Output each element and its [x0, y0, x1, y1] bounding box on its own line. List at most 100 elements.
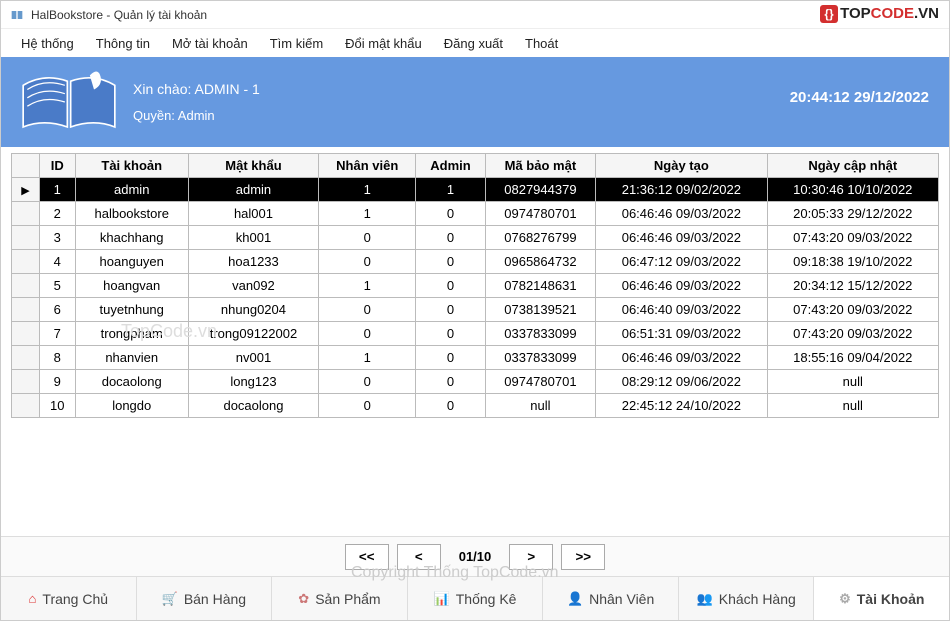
cell[interactable]: 0974780701 — [485, 202, 596, 226]
cell[interactable]: 7 — [40, 322, 76, 346]
menu-item-6[interactable]: Thoát — [515, 32, 568, 55]
menu-item-1[interactable]: Thông tin — [86, 32, 160, 55]
cell[interactable]: 1 — [416, 178, 485, 202]
cell[interactable]: nhanvien — [75, 346, 188, 370]
cell[interactable]: 07:43:20 09/03/2022 — [767, 226, 938, 250]
table-row[interactable]: 8nhanviennv00110033783309906:46:46 09/03… — [12, 346, 939, 370]
cell[interactable]: 0 — [416, 202, 485, 226]
cell[interactable]: 06:46:46 09/03/2022 — [596, 274, 767, 298]
cell[interactable]: 20:05:33 29/12/2022 — [767, 202, 938, 226]
cell[interactable]: 20:34:12 15/12/2022 — [767, 274, 938, 298]
cell[interactable]: tuyetnhung — [75, 298, 188, 322]
cell[interactable]: 0 — [416, 298, 485, 322]
cell[interactable]: 0 — [416, 274, 485, 298]
column-header-1[interactable]: Tài khoản — [75, 154, 188, 178]
cell[interactable]: 0 — [319, 322, 416, 346]
cell[interactable]: 0337833099 — [485, 322, 596, 346]
column-header-3[interactable]: Nhân viên — [319, 154, 416, 178]
cell[interactable]: longdo — [75, 394, 188, 418]
cell[interactable]: 0 — [319, 298, 416, 322]
cell[interactable]: hal001 — [188, 202, 318, 226]
cell[interactable]: hoa1233 — [188, 250, 318, 274]
cell[interactable]: trongpham — [75, 322, 188, 346]
table-row[interactable]: 7trongphamtrong0912200200033783309906:51… — [12, 322, 939, 346]
cell[interactable]: null — [767, 370, 938, 394]
column-header-2[interactable]: Mật khẩu — [188, 154, 318, 178]
cell[interactable]: khachhang — [75, 226, 188, 250]
cell[interactable]: 09:18:38 19/10/2022 — [767, 250, 938, 274]
accounts-table[interactable]: IDTài khoảnMật khẩuNhân viênAdminMã bảo … — [11, 153, 939, 418]
cell[interactable]: 21:36:12 09/02/2022 — [596, 178, 767, 202]
cell[interactable]: 0 — [416, 394, 485, 418]
cell[interactable]: 3 — [40, 226, 76, 250]
pager-prev-button[interactable]: < — [397, 544, 441, 570]
cell[interactable]: 0 — [319, 250, 416, 274]
cell[interactable]: 2 — [40, 202, 76, 226]
cell[interactable]: 0965864732 — [485, 250, 596, 274]
cell[interactable]: nv001 — [188, 346, 318, 370]
cell[interactable]: 4 — [40, 250, 76, 274]
pager-first-button[interactable]: << — [345, 544, 389, 570]
cell[interactable]: van092 — [188, 274, 318, 298]
cell[interactable]: 0 — [319, 226, 416, 250]
column-header-0[interactable]: ID — [40, 154, 76, 178]
cell[interactable]: nhung0204 — [188, 298, 318, 322]
cell[interactable]: 06:46:40 09/03/2022 — [596, 298, 767, 322]
table-row[interactable]: 10longdodocaolong00null22:45:12 24/10/20… — [12, 394, 939, 418]
cell[interactable]: 9 — [40, 370, 76, 394]
cell[interactable]: 0 — [319, 394, 416, 418]
cell[interactable]: 1 — [319, 178, 416, 202]
cell[interactable]: long123 — [188, 370, 318, 394]
cell[interactable]: 18:55:16 09/04/2022 — [767, 346, 938, 370]
cell[interactable]: 06:46:46 09/03/2022 — [596, 202, 767, 226]
menu-item-5[interactable]: Đăng xuất — [434, 32, 513, 55]
table-row[interactable]: 2halbookstorehal00110097478070106:46:46 … — [12, 202, 939, 226]
cell[interactable]: 0 — [416, 250, 485, 274]
table-row[interactable]: 5hoangvanvan09210078214863106:46:46 09/0… — [12, 274, 939, 298]
tab-sản-phẩm[interactable]: ✿Sản Phẩm — [272, 577, 408, 620]
cell[interactable]: hoanguyen — [75, 250, 188, 274]
menu-item-3[interactable]: Tìm kiếm — [260, 32, 333, 55]
cell[interactable]: halbookstore — [75, 202, 188, 226]
table-row[interactable]: 4hoanguyenhoa123300096586473206:47:12 09… — [12, 250, 939, 274]
cell[interactable]: 0 — [416, 346, 485, 370]
cell[interactable]: 07:43:20 09/03/2022 — [767, 298, 938, 322]
cell[interactable]: 8 — [40, 346, 76, 370]
cell[interactable]: 08:29:12 09/06/2022 — [596, 370, 767, 394]
cell[interactable]: admin — [75, 178, 188, 202]
cell[interactable]: 06:46:46 09/03/2022 — [596, 346, 767, 370]
tab-thống-kê[interactable]: 📊Thống Kê — [408, 577, 544, 620]
pager-next-button[interactable]: > — [509, 544, 553, 570]
cell[interactable]: 06:47:12 09/03/2022 — [596, 250, 767, 274]
column-header-5[interactable]: Mã bảo mật — [485, 154, 596, 178]
cell[interactable]: 07:43:20 09/03/2022 — [767, 322, 938, 346]
cell[interactable]: 22:45:12 24/10/2022 — [596, 394, 767, 418]
cell[interactable]: 5 — [40, 274, 76, 298]
cell[interactable]: docaolong — [188, 394, 318, 418]
cell[interactable]: 0974780701 — [485, 370, 596, 394]
cell[interactable]: null — [767, 394, 938, 418]
cell[interactable]: 06:46:46 09/03/2022 — [596, 226, 767, 250]
cell[interactable]: kh001 — [188, 226, 318, 250]
cell[interactable]: 1 — [319, 202, 416, 226]
cell[interactable]: 0 — [319, 370, 416, 394]
cell[interactable]: 0782148631 — [485, 274, 596, 298]
cell[interactable]: null — [485, 394, 596, 418]
column-header-4[interactable]: Admin — [416, 154, 485, 178]
cell[interactable]: 1 — [319, 346, 416, 370]
cell[interactable]: 0 — [416, 322, 485, 346]
cell[interactable]: 0738139521 — [485, 298, 596, 322]
cell[interactable]: 6 — [40, 298, 76, 322]
cell[interactable]: admin — [188, 178, 318, 202]
menu-item-0[interactable]: Hệ thống — [11, 32, 84, 55]
tab-nhân-viên[interactable]: 👤Nhân Viên — [543, 577, 679, 620]
cell[interactable]: 0 — [416, 226, 485, 250]
table-row[interactable]: 3khachhangkh00100076827679906:46:46 09/0… — [12, 226, 939, 250]
cell[interactable]: 1 — [40, 178, 76, 202]
tab-tài-khoản[interactable]: ⚙Tài Khoản — [814, 577, 949, 620]
cell[interactable]: 0827944379 — [485, 178, 596, 202]
cell[interactable]: hoangvan — [75, 274, 188, 298]
pager-last-button[interactable]: >> — [561, 544, 605, 570]
table-row[interactable]: 9docaolonglong12300097478070108:29:12 09… — [12, 370, 939, 394]
tab-khách-hàng[interactable]: 👥Khách Hàng — [679, 577, 815, 620]
